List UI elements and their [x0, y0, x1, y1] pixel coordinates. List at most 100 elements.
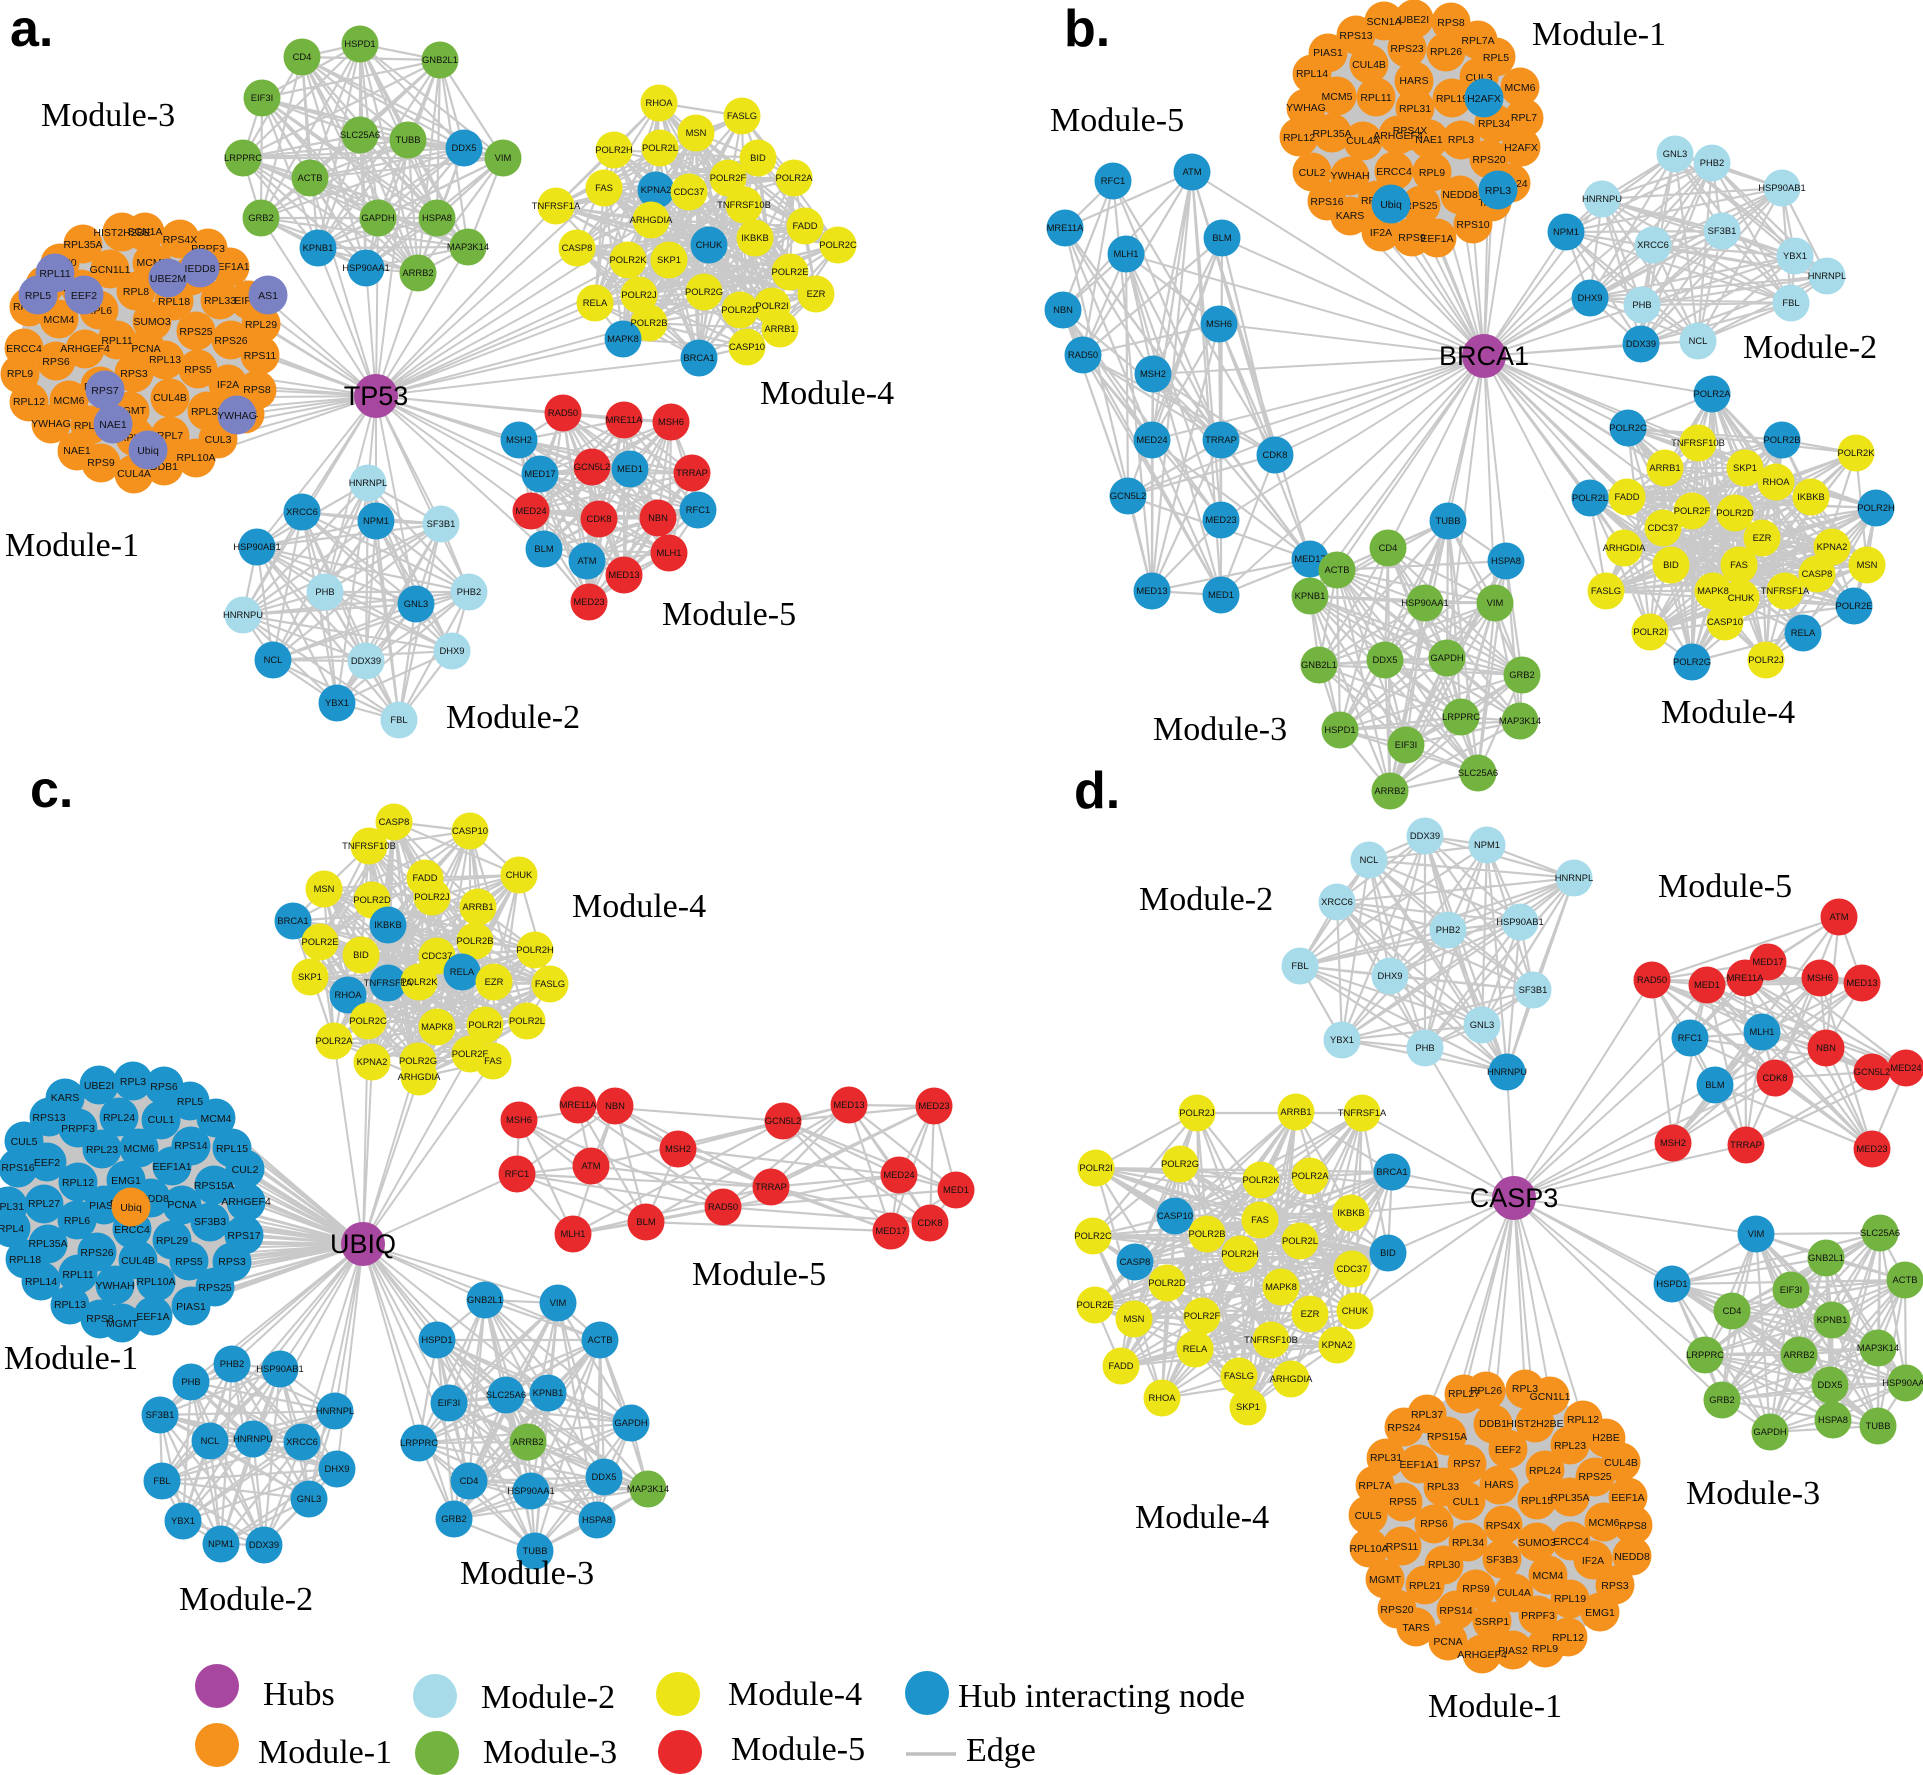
svg-text:CASP8: CASP8: [562, 242, 593, 253]
svg-text:SSRP1: SSRP1: [1475, 1616, 1510, 1628]
svg-text:EMG1: EMG1: [111, 1175, 141, 1187]
svg-text:NCL: NCL: [1689, 335, 1708, 346]
svg-text:MAPK8: MAPK8: [421, 1021, 453, 1032]
svg-text:POLR2J: POLR2J: [414, 891, 449, 902]
svg-text:SCN1A: SCN1A: [1366, 16, 1401, 28]
svg-text:LRPPRC: LRPPRC: [1442, 711, 1480, 722]
svg-text:DDB1: DDB1: [1479, 1418, 1507, 1430]
svg-text:TUBB: TUBB: [395, 134, 420, 145]
svg-text:POLR2G: POLR2G: [1673, 656, 1711, 667]
svg-text:RPS25: RPS25: [1404, 200, 1437, 212]
svg-text:MAPK8: MAPK8: [607, 333, 639, 344]
svg-text:SKP1: SKP1: [1236, 1401, 1260, 1412]
svg-text:RPL12: RPL12: [1567, 1414, 1599, 1426]
svg-text:POLR2L: POLR2L: [1282, 1235, 1318, 1246]
svg-text:CUL4A: CUL4A: [1497, 1587, 1531, 1599]
svg-text:EIF3I: EIF3I: [1780, 1284, 1802, 1295]
svg-text:EEF2: EEF2: [34, 1157, 60, 1169]
svg-text:TNFRSF10B: TNFRSF10B: [1244, 1334, 1298, 1345]
svg-text:FAS: FAS: [595, 182, 613, 193]
svg-text:RPS26: RPS26: [80, 1247, 113, 1259]
svg-text:RPL9: RPL9: [7, 368, 33, 380]
svg-text:HSPD1: HSPD1: [421, 1334, 452, 1345]
svg-text:YBX1: YBX1: [1330, 1034, 1354, 1045]
svg-text:CHUK: CHUK: [696, 239, 723, 250]
svg-text:RPL27: RPL27: [28, 1198, 60, 1210]
svg-text:EZR: EZR: [1301, 1308, 1320, 1319]
svg-text:Module-5: Module-5: [1050, 102, 1184, 139]
svg-text:RAD50: RAD50: [548, 407, 578, 418]
svg-text:PIAS2: PIAS2: [1498, 1645, 1528, 1657]
svg-text:GCN1L1: GCN1L1: [90, 264, 131, 276]
svg-text:CDK8: CDK8: [1262, 449, 1287, 460]
svg-text:DHX9: DHX9: [1377, 970, 1402, 981]
svg-text:CUL5: CUL5: [1355, 1510, 1382, 1522]
svg-text:NPM1: NPM1: [208, 1538, 234, 1549]
svg-text:HSPA8: HSPA8: [422, 212, 452, 223]
svg-text:PHB2: PHB2: [457, 586, 482, 597]
svg-text:NEDD8: NEDD8: [1442, 189, 1478, 201]
svg-text:KPNB1: KPNB1: [303, 242, 334, 253]
svg-text:RPL33: RPL33: [1427, 1481, 1459, 1493]
svg-text:MCM4: MCM4: [201, 1113, 232, 1125]
svg-text:ARRB1: ARRB1: [1649, 462, 1680, 473]
svg-text:ARRB2: ARRB2: [402, 267, 433, 278]
svg-text:GCN5L2: GCN5L2: [574, 461, 610, 472]
svg-text:Module-5: Module-5: [662, 596, 796, 633]
svg-text:ERCC4: ERCC4: [1376, 166, 1412, 178]
svg-text:HSP90AB1: HSP90AB1: [256, 1363, 303, 1374]
svg-text:MSH2: MSH2: [506, 434, 532, 445]
svg-text:MED1: MED1: [1208, 589, 1234, 600]
svg-text:RAD50: RAD50: [1068, 349, 1098, 360]
svg-text:SF3B3: SF3B3: [1486, 1554, 1518, 1566]
svg-text:GNL3: GNL3: [1663, 148, 1688, 159]
svg-text:RPL24: RPL24: [1529, 1465, 1561, 1477]
svg-text:RPL24: RPL24: [103, 1112, 135, 1124]
svg-text:IKBKB: IKBKB: [1337, 1207, 1365, 1218]
svg-text:LRPPRC: LRPPRC: [224, 152, 262, 163]
svg-text:MLH1: MLH1: [656, 547, 681, 558]
svg-text:DHX9: DHX9: [439, 645, 464, 656]
svg-text:CASP8: CASP8: [379, 816, 410, 827]
svg-text:MAP3K14: MAP3K14: [1857, 1342, 1899, 1353]
svg-text:RPL35A: RPL35A: [1550, 1492, 1589, 1504]
svg-text:H2BE: H2BE: [1592, 1432, 1619, 1444]
svg-text:RPL34: RPL34: [1452, 1537, 1484, 1549]
svg-text:CUL3: CUL3: [205, 434, 232, 446]
svg-text:PHB2: PHB2: [1700, 157, 1725, 168]
svg-text:TP53: TP53: [344, 381, 409, 411]
svg-text:SKP1: SKP1: [657, 254, 681, 265]
svg-text:GNB2L1: GNB2L1: [467, 1294, 503, 1305]
svg-text:MSN: MSN: [314, 883, 335, 894]
svg-text:BLM: BLM: [1212, 232, 1231, 243]
svg-text:RPL13: RPL13: [149, 354, 181, 366]
svg-text:LRPPRC: LRPPRC: [1686, 1349, 1724, 1360]
svg-text:POLR2G: POLR2G: [685, 286, 723, 297]
svg-text:POLR2B: POLR2B: [457, 935, 494, 946]
svg-text:MLH1: MLH1: [560, 1228, 585, 1239]
svg-text:XRCC6: XRCC6: [1321, 896, 1353, 907]
svg-text:BID: BID: [1663, 559, 1679, 570]
svg-text:SLC25A6: SLC25A6: [1458, 767, 1498, 778]
svg-text:Module-1: Module-1: [258, 1734, 392, 1771]
svg-text:RPS25: RPS25: [1578, 1471, 1611, 1483]
svg-text:DDX5: DDX5: [1817, 1379, 1842, 1390]
svg-text:ARHGEF4: ARHGEF4: [60, 343, 110, 355]
svg-text:a.: a.: [10, 0, 53, 58]
svg-text:ATM: ATM: [581, 1160, 600, 1171]
svg-text:HSPA8: HSPA8: [582, 1514, 612, 1525]
svg-text:GRB2: GRB2: [1509, 669, 1535, 680]
svg-text:PRPF3: PRPF3: [1521, 1610, 1555, 1622]
svg-text:RPL5: RPL5: [1483, 52, 1509, 64]
svg-text:HNRNPU: HNRNPU: [1582, 193, 1622, 204]
svg-text:MAP3K14: MAP3K14: [447, 241, 489, 252]
svg-text:RPL35A: RPL35A: [1312, 128, 1351, 140]
svg-text:SF3B1: SF3B1: [1708, 225, 1737, 236]
svg-text:DDX39: DDX39: [1410, 830, 1440, 841]
svg-text:MCM6: MCM6: [1589, 1517, 1620, 1529]
svg-text:MED24: MED24: [515, 505, 546, 516]
svg-text:RPS8: RPS8: [86, 1313, 114, 1325]
svg-text:POLR2J: POLR2J: [1179, 1107, 1214, 1118]
svg-text:CDK8: CDK8: [917, 1217, 942, 1228]
svg-text:GNL3: GNL3: [404, 598, 429, 609]
